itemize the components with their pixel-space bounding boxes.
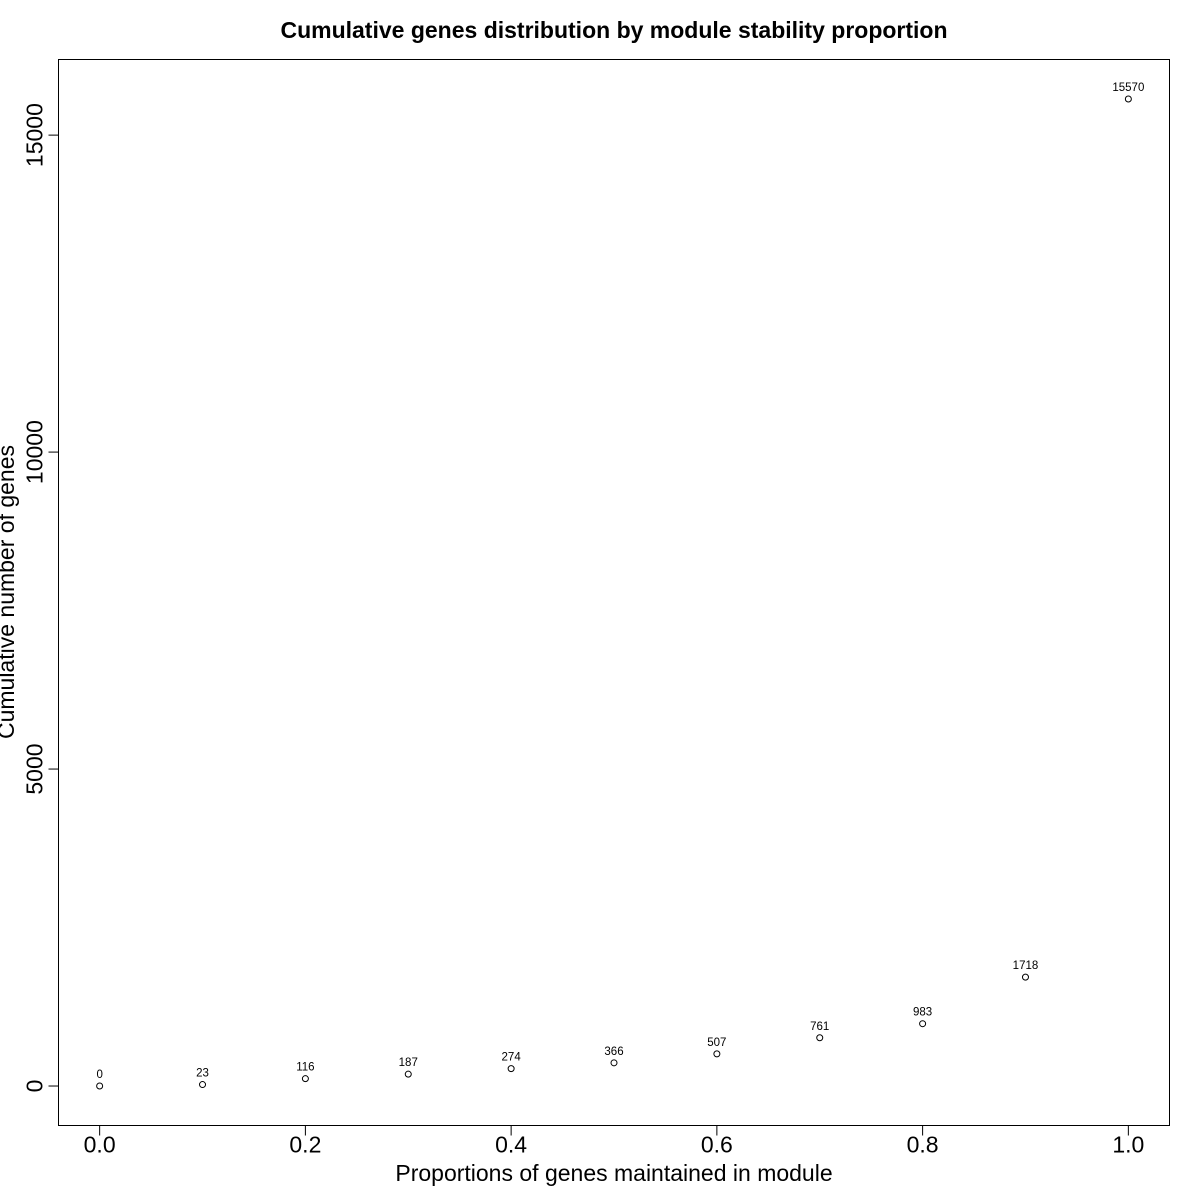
chart-title: Cumulative genes distribution by module …: [280, 17, 947, 43]
data-points: [96, 95, 1132, 1090]
data-point: [1021, 973, 1029, 981]
y-tick-label: 15000: [22, 103, 48, 167]
x-tick-label: 0.4: [495, 1132, 527, 1158]
data-label: 0: [96, 1069, 102, 1081]
y-axis-label: Cumulative number of genes: [0, 445, 19, 739]
data-point: [816, 1034, 824, 1042]
data-point: [1124, 95, 1132, 103]
data-point: [199, 1081, 207, 1089]
data-point: [404, 1070, 412, 1078]
plot-frame: [58, 59, 1170, 1126]
data-labels: 0 23 116 187 274 366 507 761 983 1718 15570: [96, 82, 1144, 1081]
data-label: 366: [604, 1046, 623, 1058]
x-axis: 0.0 0.2 0.4 0.6 0.8 1.0: [84, 1125, 1144, 1158]
data-label: 15570: [1112, 82, 1144, 94]
data-label: 187: [399, 1057, 418, 1069]
data-label: 116: [296, 1062, 314, 1074]
data-label: 23: [196, 1068, 209, 1080]
data-label: 507: [707, 1037, 726, 1049]
data-label: 761: [810, 1021, 829, 1033]
x-axis-label: Proportions of genes maintained in modul…: [395, 1160, 832, 1186]
x-tick-label: 0.8: [907, 1132, 939, 1158]
y-tick-label: 0: [22, 1080, 48, 1093]
data-label: 983: [913, 1007, 932, 1019]
data-label: 274: [502, 1052, 522, 1064]
data-point: [507, 1065, 515, 1073]
y-tick-label: 5000: [22, 743, 48, 794]
data-label: 1718: [1013, 960, 1039, 972]
data-point: [96, 1082, 104, 1090]
y-axis: 0 5000 10000 15000: [22, 103, 59, 1092]
x-tick-label: 0.2: [289, 1132, 321, 1158]
x-tick-label: 1.0: [1112, 1132, 1144, 1158]
data-point: [610, 1059, 618, 1067]
data-point: [919, 1020, 927, 1028]
data-point: [713, 1050, 721, 1058]
x-tick-label: 0.6: [701, 1132, 733, 1158]
data-point: [301, 1075, 309, 1083]
y-tick-label: 10000: [22, 420, 48, 484]
x-tick-label: 0.0: [84, 1132, 116, 1158]
